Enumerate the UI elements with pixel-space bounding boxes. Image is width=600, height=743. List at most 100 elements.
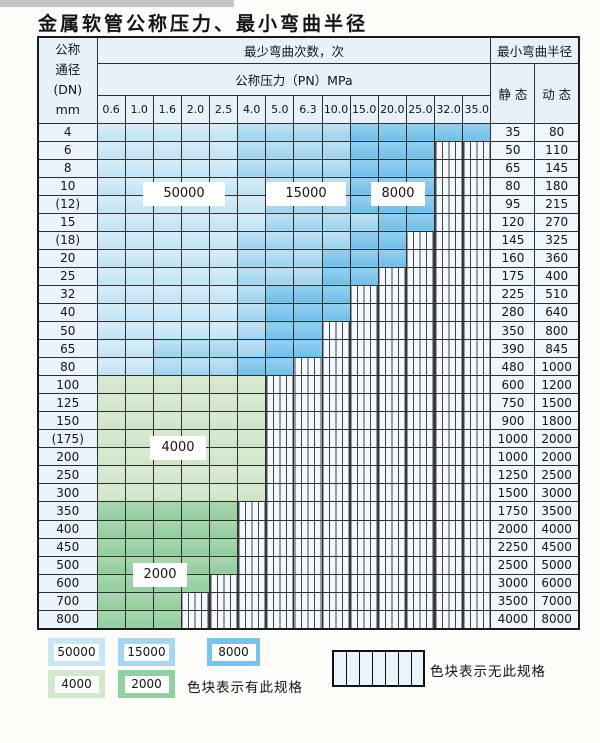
spec-cell-unavailable [349,357,379,377]
dn-cell: 32 [37,284,98,304]
spec-cell-available [152,375,182,395]
spec-cell-available [265,212,295,232]
spec-cell-unavailable [321,339,351,359]
spec-cell-unavailable [321,555,351,575]
table-row: 300 1500 3000 [37,483,580,503]
spec-cell-unavailable [265,555,295,575]
static-value-cell: 95 [490,194,536,214]
spec-cell-available [96,573,126,593]
spec-cell-unavailable [405,284,436,304]
spec-cell-available [237,158,267,178]
dynamic-value-cell: 270 [534,212,580,232]
spec-cell-available [180,357,211,377]
spec-cell-available [124,483,154,503]
spec-cell-available [96,266,126,286]
spec-cell-available [124,411,154,431]
spec-cell-unavailable [208,609,239,630]
spec-cell-unavailable [208,573,239,593]
dynamic-value-cell: 2500 [534,465,580,485]
pressure-col-header: 5.0 [265,94,295,124]
spec-cell-available [96,393,126,413]
static-value-cell: 65 [490,158,536,178]
spec-cell-available [321,212,351,232]
spec-cell-unavailable [433,284,464,304]
spec-cell-available [96,537,126,557]
spec-cell-available [152,591,182,611]
spec-cell-available [349,266,379,286]
spec-cell-unavailable [405,483,436,503]
spec-cell-available [265,284,295,304]
spec-cell-unavailable [377,591,407,611]
spec-cell-unavailable [349,573,379,593]
spec-cell-available [208,122,239,142]
spec-cell-available [124,321,154,341]
spec-cell-available [237,212,267,232]
spec-cell-available [96,194,126,214]
spec-cell-available [265,339,295,359]
dynamic-value-cell: 7000 [534,591,580,611]
spec-cell-unavailable [462,266,492,286]
legend-swatch-label: 8000 [211,643,256,661]
spec-cell-unavailable [377,609,407,630]
static-value-cell: 2000 [490,519,536,539]
legend-swatch-2000: 2000 [118,670,175,698]
cycle-overlay-8000: 8000 [372,183,424,205]
dn-cell: 40 [37,302,98,323]
spec-cell-unavailable [293,357,323,377]
spec-cell-available [180,284,211,304]
dynamic-value-cell: 845 [534,339,580,359]
static-value-cell: 280 [490,302,536,323]
spec-cell-unavailable [377,411,407,431]
dn-cell: 300 [37,483,98,503]
dn-cell: 20 [37,248,98,268]
spec-cell-unavailable [265,609,295,630]
pressure-col-header: 1.6 [152,94,182,124]
dn-cell: 100 [37,375,98,395]
spec-cell-available [237,284,267,304]
spec-cell-unavailable [405,321,436,341]
spec-cell-available [96,122,126,142]
table-wrap: 公称 通径 (DN) mm 最少弯曲次数，次 最小弯曲半径 公称压力（PN）MPa 静 态动 … [37,36,580,630]
spec-cell-available [405,140,436,160]
dynamic-value-cell: 800 [534,321,580,341]
dn-cell: 25 [37,266,98,286]
static-value-cell: 350 [490,321,536,341]
spec-cell-available [124,465,154,485]
spec-cell-available [433,122,464,142]
spec-cell-available [405,122,436,142]
spec-cell-available [180,393,211,413]
spec-cell-available [265,357,295,377]
dn-cell: 700 [37,591,98,611]
spec-cell-unavailable [349,465,379,485]
spec-cell-unavailable [405,375,436,395]
spec-cell-unavailable [349,375,379,395]
radius-title: 最小弯曲半径 [490,36,580,64]
spec-cell-available [180,230,211,250]
spec-cell-available [96,176,126,196]
spec-cell-unavailable [405,537,436,557]
spec-cell-available [124,266,154,286]
spec-cell-unavailable [405,248,436,268]
legend-available-note: 色块表示有此规格 [187,680,303,696]
spec-cell-unavailable [377,393,407,413]
table-row: 200 1000 2000 [37,447,580,467]
spec-cell-available [237,176,267,196]
spec-cell-available [96,284,126,304]
spec-cell-available [152,465,182,485]
dynamic-value-cell: 8000 [534,609,580,630]
spec-cell-available [96,465,126,485]
spec-cell-available [208,411,239,431]
spec-cell-available [124,230,154,250]
spec-cell-available [208,429,239,449]
spec-cell-available [152,357,182,377]
spec-cell-available [152,483,182,503]
spec-cell-available [96,375,126,395]
spec-cell-unavailable [265,483,295,503]
spec-cell-available [124,339,154,359]
spec-cell-unavailable [321,573,351,593]
spec-cell-unavailable [462,501,492,521]
table-row: 15 120 270 [37,212,580,232]
legend-swatch-label: 2000 [124,675,169,693]
spec-cell-unavailable [293,411,323,431]
static-value-cell: 1250 [490,465,536,485]
